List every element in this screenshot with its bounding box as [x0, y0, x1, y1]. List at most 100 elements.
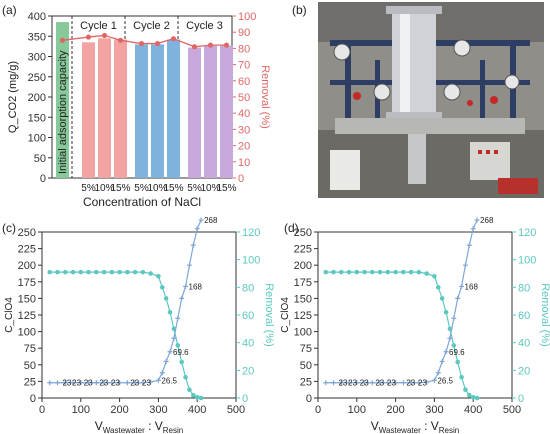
removal-point-c [101, 269, 107, 275]
y-left-tick-label-d: 100 [294, 327, 312, 339]
y-left-tick-label-a: 50 [34, 153, 46, 165]
concentration-point-d [455, 295, 461, 301]
removal-point-c [179, 359, 184, 365]
removal-point-c [125, 269, 130, 275]
data-label-d: 23 [387, 379, 396, 388]
concentration-point-c [140, 380, 146, 386]
removal-point-d [408, 269, 414, 275]
concentration-point-d [459, 283, 465, 289]
concentration-point-c [190, 242, 196, 248]
y-right-tick-label-d: 60 [518, 310, 530, 322]
y-left-tick-label-c: 150 [18, 293, 36, 305]
panel-label-a: (a) [2, 3, 17, 17]
bar-cycle1-15% [114, 39, 127, 178]
removal-point-d [370, 269, 375, 275]
removal-point-d [459, 374, 464, 380]
x-axis-label-d: VWastewater : VResin [371, 419, 459, 434]
x-tick-label-d: 200 [386, 404, 404, 416]
y-left-tick-label-a: 250 [28, 72, 46, 84]
concentration-point-c [124, 380, 130, 386]
removal-point-d [416, 269, 422, 275]
concentration-point-c [62, 380, 68, 386]
removal-point-a [85, 34, 92, 40]
data-label-d: 23 [375, 379, 384, 388]
y-left-tick-label-c: 125 [18, 310, 36, 322]
removal-point-c [175, 343, 181, 348]
data-label-d: 23 [406, 379, 415, 388]
y-right-tick-label-c: 80 [242, 282, 254, 294]
y-left-tick-label-c: 175 [18, 277, 36, 289]
removal-point-d [463, 387, 468, 393]
data-label-c: 23 [72, 379, 81, 388]
y-left-tick-label-c: 50 [24, 360, 36, 372]
y-left-axis-label-d: C_ClO4 [280, 297, 291, 333]
removal-line-a [62, 34, 227, 48]
concentration-point-d [354, 380, 360, 386]
x-tick-label-d: 500 [503, 404, 521, 416]
y-left-tick-label-c: 225 [18, 244, 36, 256]
concentration-point-d [323, 380, 329, 386]
bar-initial [56, 22, 69, 179]
bar-cycle2-15% [167, 39, 180, 178]
concentration-point-d [466, 242, 472, 248]
concentration-point-c [148, 379, 154, 385]
y-right-tick-label-d: 120 [518, 227, 536, 239]
data-label-c: 268 [204, 216, 218, 225]
concentration-point-c [159, 370, 165, 376]
concentration-line-c [49, 219, 202, 384]
x-tick-label-c: 200 [110, 404, 128, 416]
removal-point-a [154, 40, 161, 47]
y-right-tick-label-c: 20 [242, 365, 254, 377]
removal-point-d [470, 395, 476, 400]
removal-point-c [78, 269, 84, 275]
x-tick-label-d: 400 [464, 404, 482, 416]
removal-point-a [101, 32, 108, 39]
concentration-point-c [163, 358, 169, 364]
concentration-point-c [183, 283, 189, 289]
y-right-tick-label-a: 10 [238, 157, 250, 169]
y-left-tick-label-d: 150 [294, 293, 312, 305]
y-right-tick-label-a: 100 [238, 11, 256, 23]
bar-cycle2-5% [135, 44, 148, 178]
concentration-point-c [198, 217, 204, 223]
removal-point-a [138, 40, 145, 47]
x-tick-label-c: 400 [188, 404, 206, 416]
removal-point-d [346, 269, 352, 275]
y-right-tick-label-d: 20 [518, 365, 530, 377]
concentration-point-d [385, 380, 391, 386]
removal-point-c [70, 269, 76, 275]
y-left-tick-label-a: 100 [28, 133, 46, 145]
y-left-tick-label-d: 125 [294, 310, 312, 322]
removal-point-c [62, 269, 68, 275]
concentration-point-c [155, 377, 161, 383]
concentration-point-d [331, 380, 337, 386]
removal-point-c [191, 392, 196, 398]
bar-cycle1-5% [82, 42, 95, 179]
y-left-axis-label-c: C_ClO4 [4, 297, 15, 333]
y-left-tick-label-d: 50 [300, 360, 312, 372]
removal-point-a [191, 44, 198, 50]
data-label-c: 23 [62, 379, 71, 388]
y-left-tick-label-d: 25 [300, 376, 312, 388]
y-left-tick-label-a: 350 [28, 31, 46, 43]
x-axis-label-c: VWastewater : VResin [95, 419, 183, 434]
y-right-tick-label-a: 0 [238, 173, 244, 185]
concentration-point-c [179, 295, 185, 301]
concentration-point-c [93, 380, 99, 386]
y-right-tick-label-a: 60 [238, 76, 250, 88]
data-label-c: 26.5 [161, 376, 177, 385]
removal-point-c [140, 269, 146, 275]
group-label-a: Cycle 3 [186, 20, 223, 32]
y-left-tick-label-d: 250 [294, 227, 312, 239]
removal-point-d [323, 269, 329, 275]
removal-point-d [474, 395, 480, 401]
y-left-tick-label-c: 75 [24, 343, 36, 355]
y-left-tick-label-d: 75 [300, 343, 312, 355]
concentration-point-d [431, 377, 437, 383]
data-label-c: 69.6 [173, 348, 189, 357]
data-label-d: 23 [360, 379, 369, 388]
bar-initial-label: Initial adsorption capacity [57, 50, 69, 174]
x-tick-label-a: 10% [94, 183, 114, 194]
panel-label-c: (c) [2, 221, 16, 235]
panel-a-bar-chart: 0 50 100 150 200 250 300 350 400 0 10 20 30 40 50 60 70 8… [7, 11, 271, 209]
